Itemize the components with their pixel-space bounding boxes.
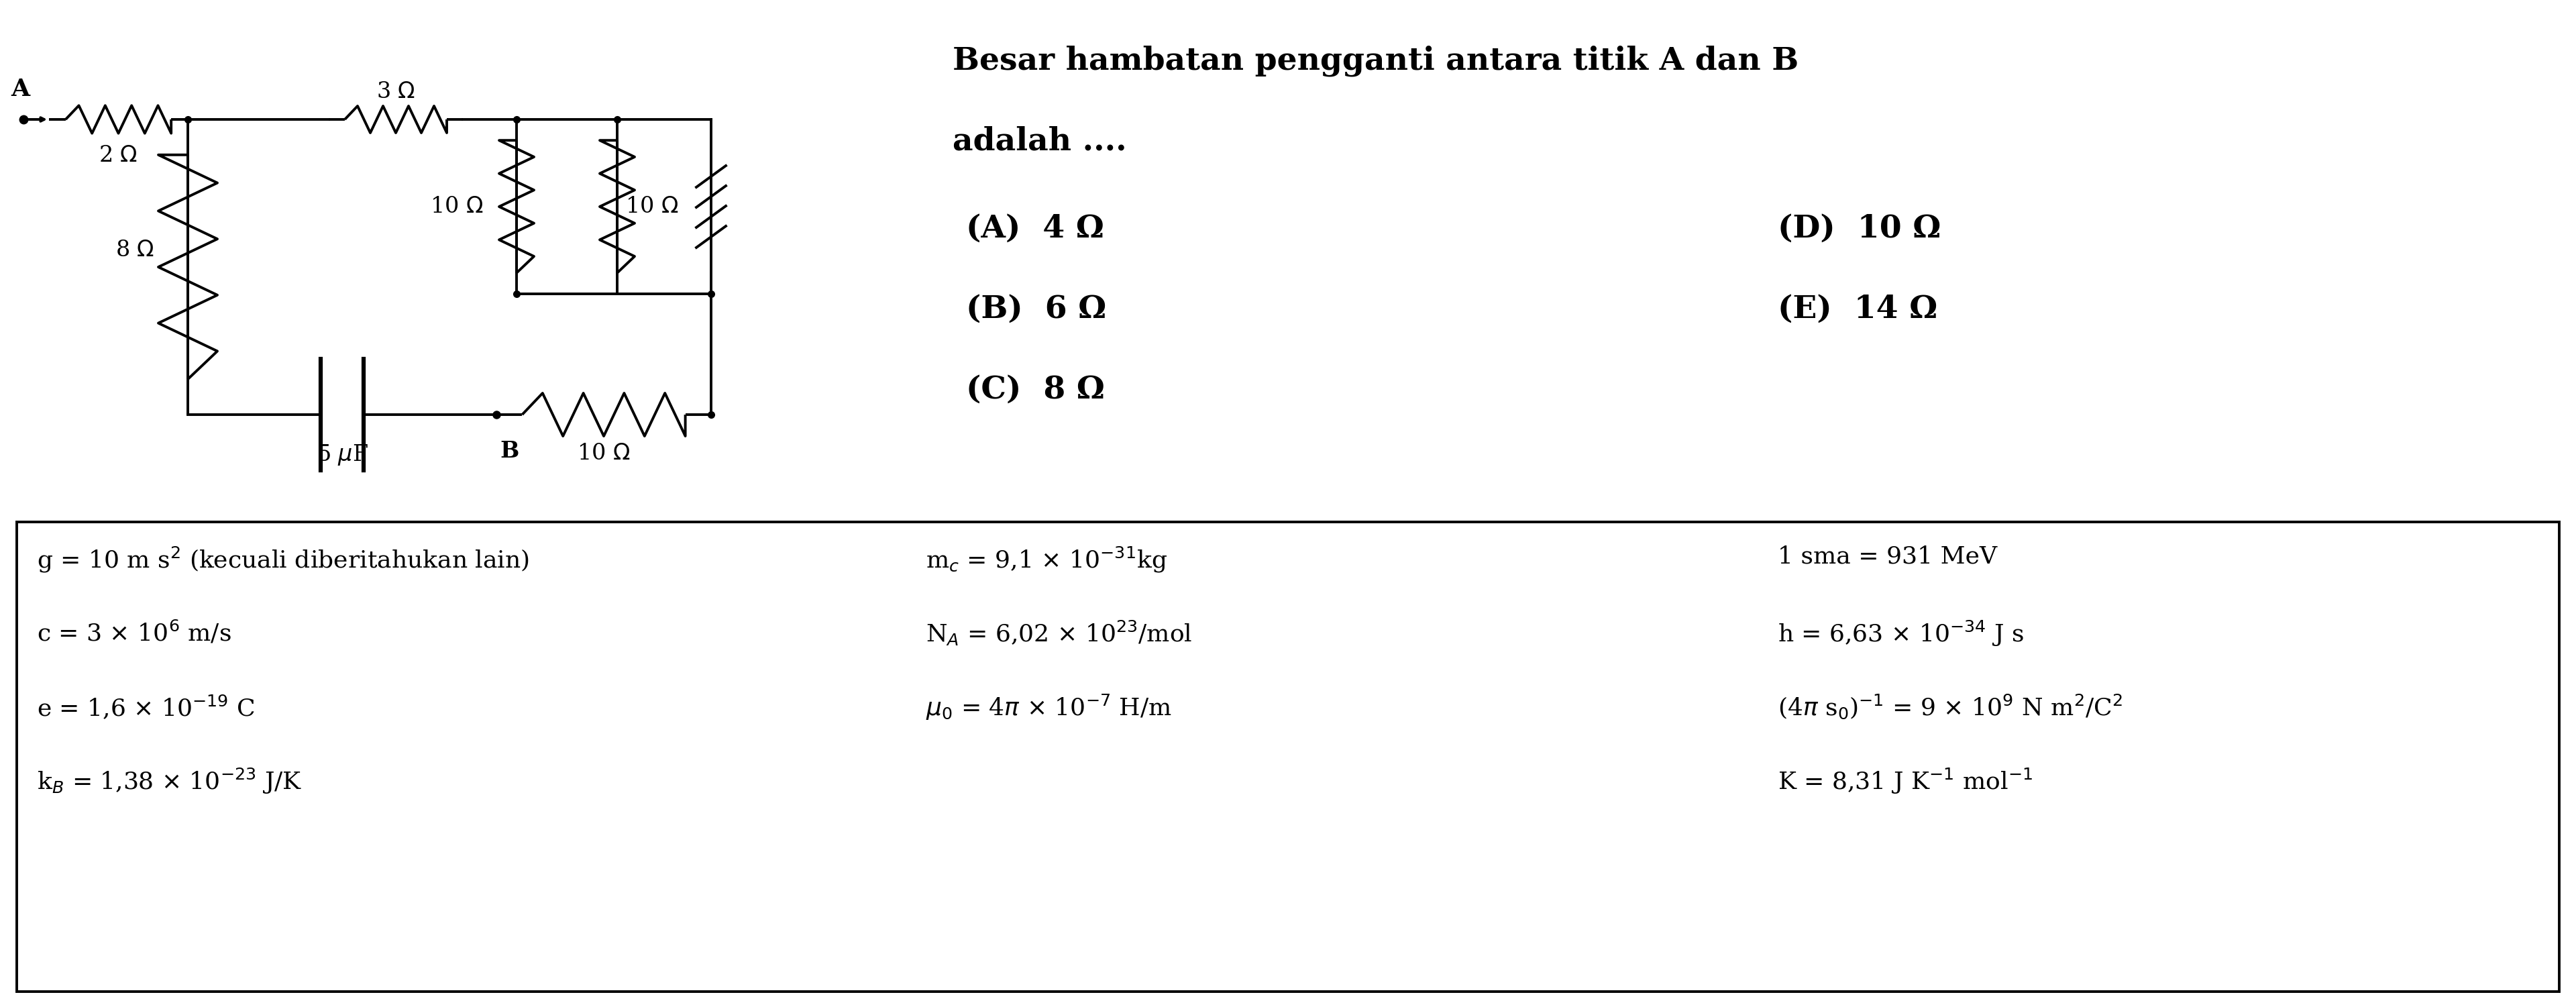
Text: h = 6,63 $\times$ 10$^{-34}$ J s: h = 6,63 $\times$ 10$^{-34}$ J s [1777,619,2025,648]
Text: 5 $\mu$F: 5 $\mu$F [317,443,368,467]
Text: (A)  4 Ω: (A) 4 Ω [966,213,1105,244]
Text: (E)  14 Ω: (E) 14 Ω [1777,293,1937,325]
Text: adalah ....: adalah .... [953,127,1126,157]
Text: A: A [10,77,28,101]
Text: (B)  6 Ω: (B) 6 Ω [966,293,1105,325]
Text: 3 $\Omega$: 3 $\Omega$ [376,81,415,103]
Text: (4$\pi$ s$_{0}$)$^{-1}$ = 9 $\times$ 10$^{9}$ N m$^{2}$/C$^{2}$: (4$\pi$ s$_{0}$)$^{-1}$ = 9 $\times$ 10$… [1777,693,2123,721]
Text: 10 $\Omega$: 10 $\Omega$ [577,443,631,464]
Text: (C)  8 Ω: (C) 8 Ω [966,374,1105,405]
Text: g = 10 m s$^{2}$ (kecuali diberitahukan lain): g = 10 m s$^{2}$ (kecuali diberitahukan … [36,546,528,575]
Text: $\mu_{0}$ = 4$\pi$ $\times$ 10$^{-7}$ H/m: $\mu_{0}$ = 4$\pi$ $\times$ 10$^{-7}$ H/… [925,693,1172,722]
Text: N$_{A}$ = 6,02 $\times$ 10$^{23}$/mol: N$_{A}$ = 6,02 $\times$ 10$^{23}$/mol [925,619,1193,647]
Text: c = 3 $\times$ 10$^{6}$ m/s: c = 3 $\times$ 10$^{6}$ m/s [36,619,232,645]
Text: k$_{B}$ = 1,38 $\times$ 10$^{-23}$ J/K: k$_{B}$ = 1,38 $\times$ 10$^{-23}$ J/K [36,767,301,796]
Text: B: B [500,440,518,462]
Text: 2 $\Omega$: 2 $\Omega$ [98,145,139,167]
Text: 10 $\Omega$: 10 $\Omega$ [430,196,484,217]
Text: 8 $\Omega$: 8 $\Omega$ [116,239,155,261]
FancyBboxPatch shape [18,522,2558,992]
Text: m$_{c}$ = 9,1 $\times$ 10$^{-31}$kg: m$_{c}$ = 9,1 $\times$ 10$^{-31}$kg [925,546,1167,575]
Text: K = 8,31 J K$^{-1}$ mol$^{-1}$: K = 8,31 J K$^{-1}$ mol$^{-1}$ [1777,767,2032,796]
Text: (D)  10 Ω: (D) 10 Ω [1777,213,1940,244]
Text: 10 $\Omega$: 10 $\Omega$ [626,196,677,217]
Text: 1 sma = 931 MeV: 1 sma = 931 MeV [1777,546,1996,568]
Text: Besar hambatan pengganti antara titik A dan B: Besar hambatan pengganti antara titik A … [953,45,1798,76]
Text: e = 1,6 $\times$ 10$^{-19}$ C: e = 1,6 $\times$ 10$^{-19}$ C [36,693,255,721]
